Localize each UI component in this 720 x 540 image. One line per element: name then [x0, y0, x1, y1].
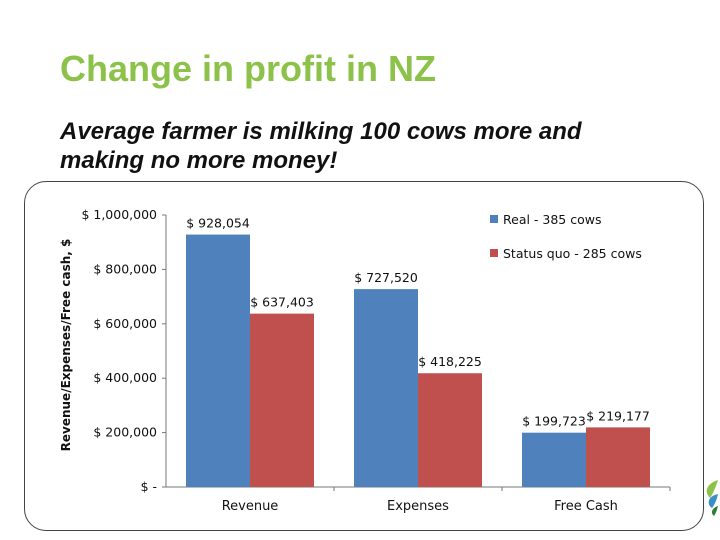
data-label: $ 199,723 — [522, 414, 586, 429]
y-tick-label: $ 200,000 — [93, 425, 157, 440]
y-tick-label: $ - — [141, 479, 157, 494]
y-tick-label: $ 400,000 — [93, 370, 157, 385]
slide-subtitle: Average farmer is milking 100 cows more … — [60, 118, 582, 174]
bar — [418, 373, 482, 487]
data-label: $ 727,520 — [354, 270, 418, 285]
x-tick-label: Revenue — [222, 499, 279, 514]
bar — [250, 313, 314, 487]
bar — [354, 289, 418, 487]
x-tick-label: Free Cash — [554, 499, 618, 514]
slide-title: Change in profit in NZ — [60, 48, 436, 89]
y-tick-label: $ 600,000 — [93, 316, 157, 331]
data-label: $ 418,225 — [418, 354, 482, 369]
x-tick-label: Expenses — [387, 499, 449, 514]
y-axis-title: Revenue/Expenses/Free cash, $ — [59, 239, 73, 452]
bar — [586, 427, 650, 487]
y-tick-label: $ 1,000,000 — [81, 207, 157, 222]
data-label: $ 219,177 — [586, 408, 650, 423]
legend-swatch — [490, 249, 498, 257]
y-tick-label: $ 800,000 — [93, 261, 157, 276]
bar — [186, 234, 250, 487]
data-label: $ 637,403 — [250, 295, 314, 310]
legend-label: Status quo - 285 cows — [503, 246, 642, 261]
legend-label: Real - 385 cows — [503, 212, 602, 227]
legend-swatch — [490, 215, 498, 223]
logo-leaf-icon — [706, 480, 718, 516]
data-label: $ 928,054 — [186, 216, 250, 231]
bar — [522, 432, 586, 487]
